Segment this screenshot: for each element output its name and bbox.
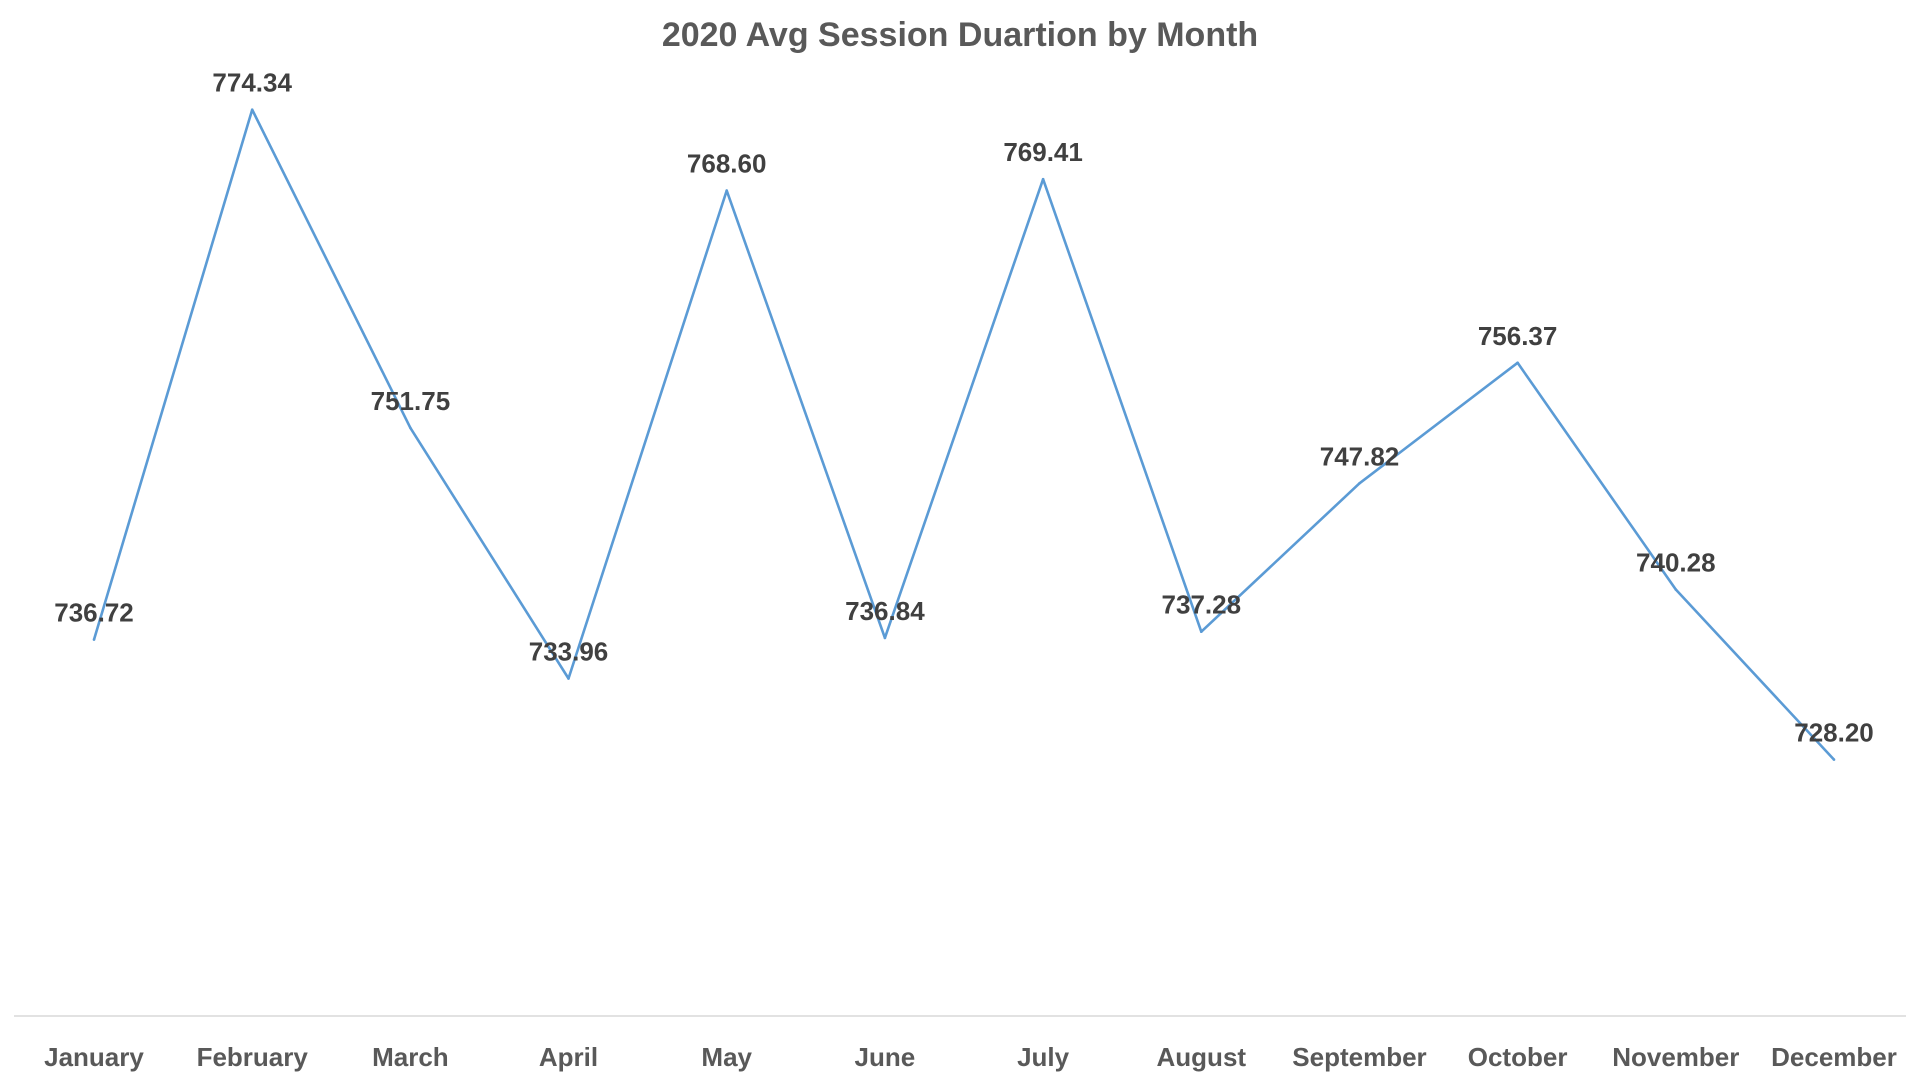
x-tick-label-may: May: [701, 1042, 752, 1072]
chart-title: 2020 Avg Session Duartion by Month: [662, 16, 1258, 54]
data-label-august: 737.28: [1162, 590, 1242, 620]
data-label-september: 747.82: [1320, 441, 1400, 471]
data-point-april: [567, 677, 570, 680]
data-label-february: 774.34: [212, 68, 292, 98]
x-tick-label-august: August: [1157, 1042, 1247, 1072]
x-tick-label-july: July: [1017, 1042, 1070, 1072]
data-label-october: 756.37: [1478, 321, 1558, 351]
data-point-november: [1674, 588, 1678, 591]
x-tick-label-april: April: [539, 1042, 598, 1072]
data-label-group: 736.72 774.34 751.75 733.96 768.60 736.84 769.…: [54, 68, 1874, 748]
x-tick-label-january: January: [44, 1042, 144, 1072]
x-tick-label-group: January February March April May June July Augu…: [44, 1042, 1897, 1072]
x-tick-label-november: November: [1612, 1042, 1739, 1072]
data-label-january: 736.72: [54, 598, 134, 628]
data-label-july: 769.41: [1003, 137, 1083, 167]
x-tick-label-june: June: [855, 1042, 916, 1072]
data-point-october: [1516, 361, 1519, 365]
x-tick-label-december: December: [1771, 1042, 1897, 1072]
series-line: [92, 108, 1835, 761]
x-tick-label-march: March: [372, 1042, 449, 1072]
data-point-january: [92, 638, 96, 641]
data-point-december: [1832, 758, 1836, 761]
x-tick-label-february: February: [197, 1042, 309, 1072]
x-tick-label-october: October: [1468, 1042, 1568, 1072]
data-point-september: [1358, 482, 1361, 485]
data-label-december: 728.20: [1794, 718, 1874, 748]
data-point-february: [250, 108, 254, 111]
series-group: [92, 108, 1836, 761]
data-point-may: [725, 189, 728, 192]
x-tick-label-september: September: [1292, 1042, 1426, 1072]
data-label-june: 736.84: [845, 596, 925, 626]
data-label-april: 733.96: [529, 637, 609, 667]
data-point-august: [1200, 630, 1203, 633]
data-label-march: 751.75: [371, 386, 451, 416]
data-point-march: [409, 426, 412, 430]
data-point-june: [883, 636, 887, 640]
data-label-may: 768.60: [687, 149, 767, 179]
data-label-november: 740.28: [1636, 548, 1716, 578]
data-point-july: [1041, 177, 1045, 181]
